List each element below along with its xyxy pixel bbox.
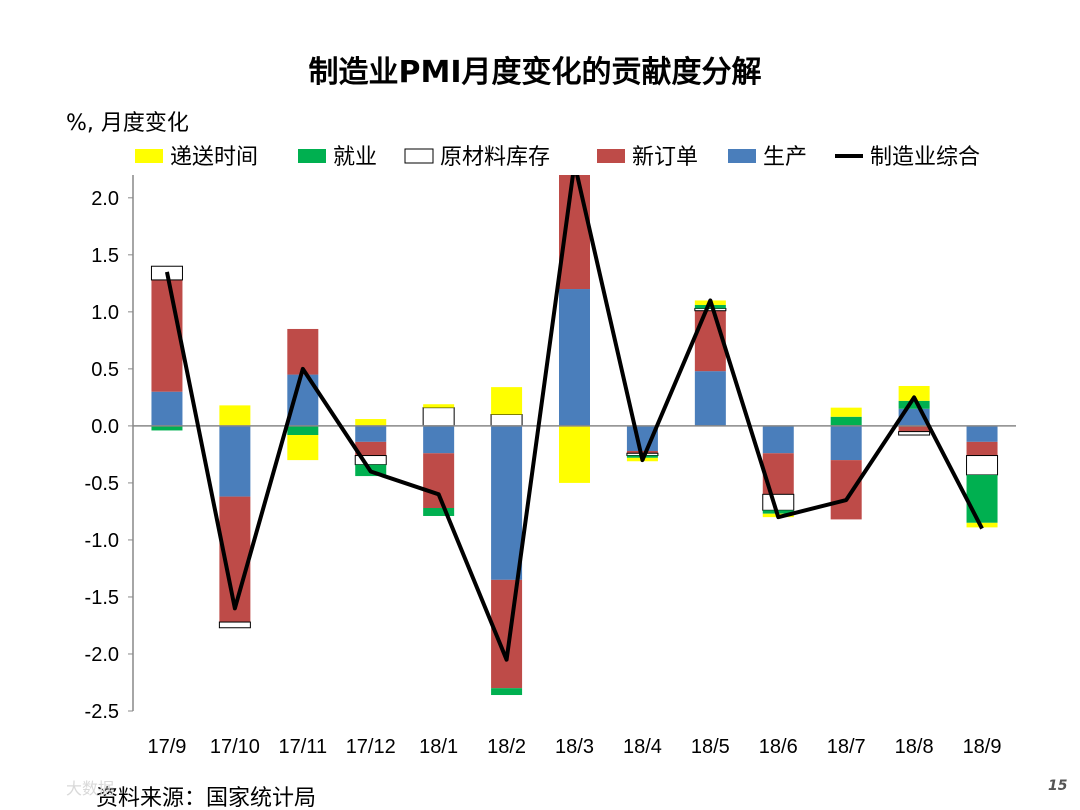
bar-segment-0-3 (355, 425, 387, 442)
y-tick-label-0: 2.0 (91, 188, 119, 210)
legend-label-0: 递送时间 (170, 145, 258, 170)
bar-segment-0-12 (966, 425, 998, 442)
legend-label-3: 新订单 (632, 145, 698, 170)
x-tick-label-6: 18/3 (555, 736, 594, 758)
bar-segment-4-1 (219, 405, 251, 426)
page-number: 15 (1048, 778, 1068, 794)
bar-segment-3-10 (830, 416, 862, 426)
x-tick-label-5: 18/2 (487, 736, 526, 758)
y-ticks: 2.0 1.5 1.0 0.5 0.0 -0.5 -1.0 -1.5 -2.0 -2.5 (85, 188, 133, 723)
bar-segment-1-12 (966, 441, 998, 456)
legend-swatch-4 (728, 149, 756, 163)
legend-label-5: 制造业综合 (870, 145, 980, 170)
y-axis-label: %, 月度变化 (66, 111, 189, 136)
y-tick-label-7: -1.5 (85, 587, 119, 609)
bar-segment-4-4 (423, 404, 455, 408)
bar-segment-1-0 (151, 279, 183, 392)
bar-segment-0-1 (219, 425, 251, 497)
legend-swatch-2 (404, 148, 434, 164)
bar-segment-3-12 (966, 474, 998, 523)
bar-segment-3-5 (491, 688, 523, 696)
legend-label-4: 生产 (763, 145, 807, 170)
legend: 递送时间 就业 原材料库存 新订单 生产 制造业综合 (135, 145, 980, 170)
bar-segment-4-11 (898, 385, 930, 401)
x-tick-label-10: 18/7 (827, 736, 866, 758)
y-tick-label-2: 1.0 (91, 302, 119, 324)
bar-segment-0-8 (694, 371, 726, 426)
legend-swatch-3 (597, 149, 625, 163)
legend-swatch-0 (135, 149, 163, 163)
bar-segment-4-10 (830, 407, 862, 417)
x-tick-label-2: 17/11 (279, 736, 328, 758)
bar-segment-2-11 (898, 431, 931, 436)
y-tick-label-5: -0.5 (85, 473, 119, 495)
axes-group (132, 175, 1016, 711)
bar-segment-0-9 (762, 425, 794, 454)
bar-segment-2-5 (490, 413, 523, 427)
bar-segment-3-0 (151, 425, 183, 431)
bar-segment-0-4 (423, 425, 455, 454)
x-tick-label-0: 17/9 (147, 736, 186, 758)
x-tick-label-9: 18/6 (759, 736, 798, 758)
chart-title: 制造业PMI月度变化的贡献度分解 (308, 55, 761, 90)
bar-segment-4-2 (287, 435, 319, 461)
bar-segment-1-10 (830, 460, 862, 520)
bar-segment-2-8 (694, 307, 727, 312)
bar-segment-4-5 (491, 387, 523, 415)
y-tick-label-1: 1.5 (91, 245, 119, 267)
bar-segment-2-4 (422, 407, 455, 427)
bars-group (150, 175, 999, 696)
x-tick-label-8: 18/5 (691, 736, 730, 758)
bar-segment-2-9 (762, 493, 795, 511)
y-tick-label-6: -1.0 (85, 530, 119, 552)
x-tick-label-3: 17/12 (346, 736, 396, 758)
bar-segment-3-11 (898, 400, 930, 409)
series-line-composite (164, 175, 984, 662)
bar-segment-2-1 (218, 621, 251, 629)
bar-segment-0-6 (559, 289, 590, 426)
legend-swatch-1 (298, 149, 326, 163)
bar-segment-4-6 (559, 425, 590, 483)
x-tick-label-12: 18/9 (963, 736, 1002, 758)
x-ticks: 17/9 17/10 17/11 17/12 18/1 18/2 18/3 18/4 18/5 1… (147, 736, 1001, 758)
bar-segment-1-11 (898, 425, 930, 432)
bar-segment-1-4 (423, 453, 455, 508)
x-tick-label-11: 18/8 (895, 736, 934, 758)
x-tick-label-7: 18/4 (623, 736, 662, 758)
bar-segment-3-2 (287, 425, 319, 436)
bar-segment-1-3 (355, 441, 387, 456)
y-tick-label-8: -2.0 (85, 644, 119, 666)
y-tick-label-3: 0.5 (91, 359, 119, 381)
bar-segment-3-4 (423, 508, 455, 516)
bar-segment-2-3 (354, 455, 387, 466)
x-tick-label-4: 18/1 (419, 736, 458, 758)
bar-segment-0-5 (491, 425, 523, 580)
bar-segment-0-10 (830, 425, 862, 461)
bar-segment-4-3 (355, 419, 387, 426)
y-tick-label-4: 0.0 (91, 416, 119, 438)
x-tick-label-1: 17/10 (210, 736, 260, 758)
y-tick-label-9: -2.5 (85, 701, 119, 723)
source-note: 资料来源：国家统计局 (96, 786, 316, 810)
bar-segment-0-0 (151, 391, 183, 426)
line-layer (164, 175, 984, 662)
watermark-text: 大数据 (66, 779, 114, 798)
legend-label-2: 原材料库存 (440, 145, 550, 170)
bar-segment-2-12 (966, 455, 999, 476)
legend-label-1: 就业 (333, 145, 377, 170)
